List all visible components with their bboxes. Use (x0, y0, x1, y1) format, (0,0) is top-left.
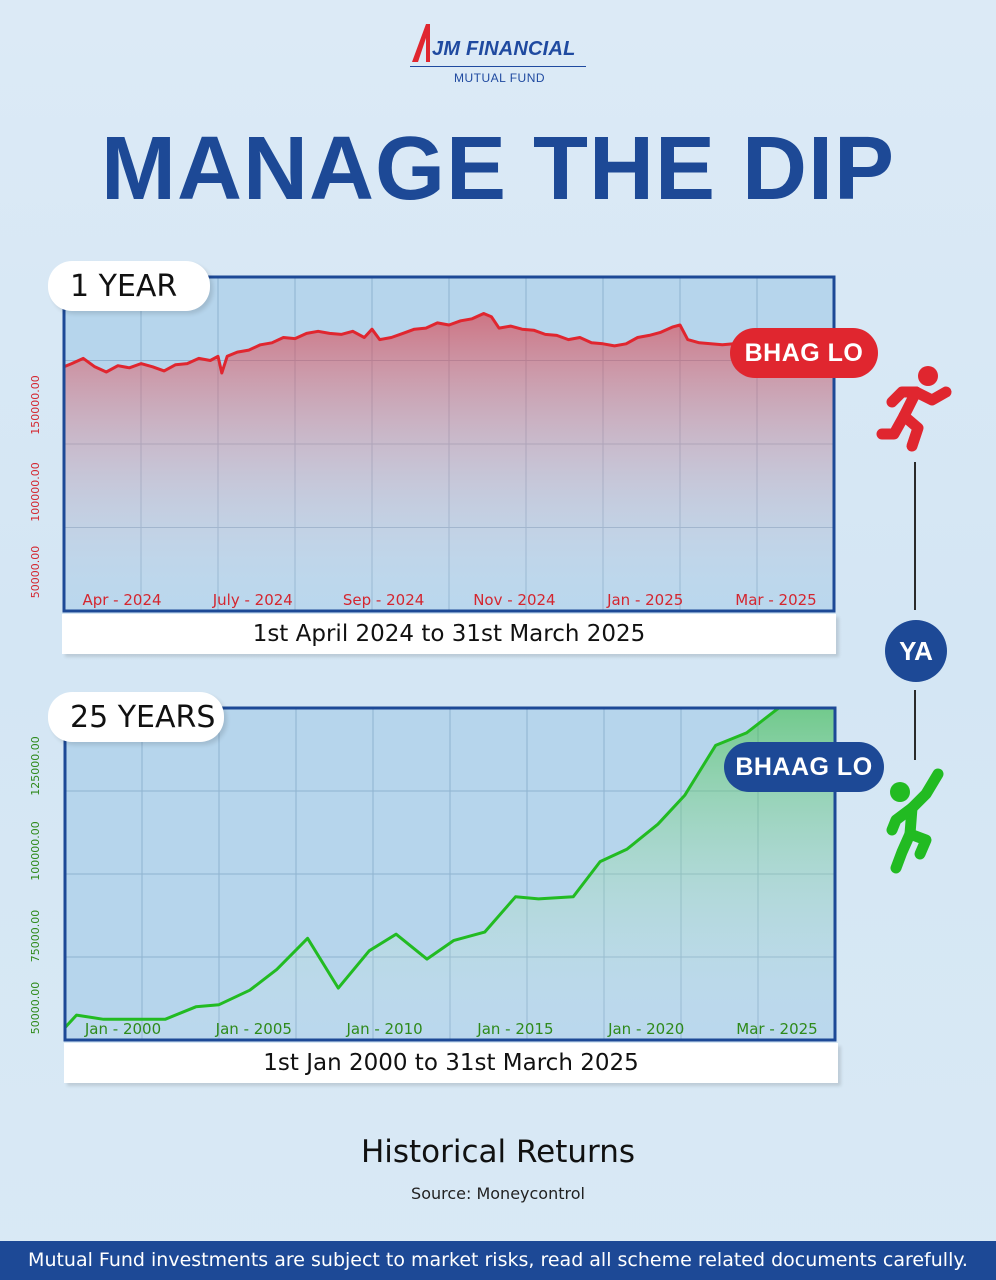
connector-line-top (914, 462, 916, 610)
running-away-icon (876, 366, 952, 452)
footer-title: Historical Returns (360, 1134, 636, 1170)
plot-frame (62, 275, 836, 613)
x-tick-label: Jan - 2025 (606, 591, 683, 609)
disclaimer-bar: Mutual Fund investments are subject to m… (0, 1241, 996, 1280)
x-tick-label: Jan - 2000 (84, 1020, 161, 1038)
connector-badge: YA (885, 620, 947, 682)
x-tick-label: Nov - 2024 (473, 591, 555, 609)
x-tick-label: Sep - 2024 (343, 591, 424, 609)
y-tick-label: 50000.00 (29, 982, 42, 1035)
y-tick-label: 125000.00 (29, 736, 42, 796)
y-tick-label: 50000.00 (29, 546, 42, 599)
x-tick-label: Jan - 2005 (215, 1020, 292, 1038)
y-tick-label: 100000.00 (29, 462, 42, 522)
bhag-lo-badge: BHAG LO (730, 328, 878, 378)
y-tick-label: 75000.00 (29, 910, 42, 963)
climbing-icon (886, 768, 944, 874)
brand-subtitle: MUTUAL FUND (454, 71, 546, 85)
x-tick-label: Jan - 2010 (345, 1020, 422, 1038)
one-year-chart: Apr - 2024 July - 2024 Sep - 2024 Nov - 202… (29, 275, 836, 613)
twenty-five-year-period: 1st Jan 2000 to 31st March 2025 (64, 1043, 838, 1083)
series-area (64, 313, 834, 611)
x-tick-label: Apr - 2024 (82, 591, 161, 609)
y-tick-label: 150000.00 (29, 375, 42, 435)
brand-name: JM FINANCIAL (432, 38, 576, 60)
logo-divider (410, 66, 586, 67)
series-line (65, 708, 782, 1029)
series-area (65, 708, 835, 1040)
x-tick-label: Mar - 2025 (736, 1020, 817, 1038)
twenty-five-year-tag: 25 YEARS (48, 692, 224, 742)
x-tick-label: Jan - 2020 (607, 1020, 684, 1038)
series-line (64, 312, 834, 375)
page-title: MANAGE THE DIP (100, 119, 896, 219)
x-tick-label: Mar - 2025 (735, 591, 816, 609)
twenty-five-year-chart: Jan - 2000 Jan - 2005 Jan - 2010 Jan - 2015… (29, 706, 837, 1042)
bhaag-lo-badge: BHAAG LO (724, 742, 884, 792)
series-group (65, 708, 835, 1040)
logo-flag-icon (412, 24, 430, 62)
connector-line-bottom (914, 690, 916, 760)
y-tick-label: 100000.00 (29, 821, 42, 881)
plot-frame (63, 706, 837, 1042)
brand-logo: JM FINANCIAL MUTUAL FUND (410, 22, 590, 88)
x-tick-label: July - 2024 (212, 591, 293, 609)
one-year-tag: 1 YEAR (48, 261, 210, 311)
footer-source: Source: Moneycontrol (411, 1184, 585, 1203)
series-group (64, 312, 834, 611)
one-year-period: 1st April 2024 to 31st March 2025 (62, 614, 836, 654)
x-tick-label: Jan - 2015 (476, 1020, 553, 1038)
